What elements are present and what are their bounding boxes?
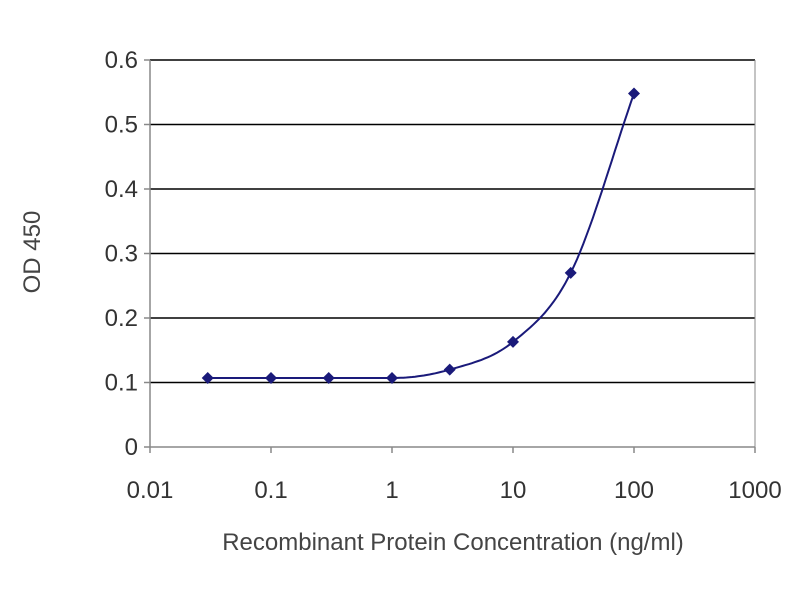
data-point-1 [265,371,277,384]
axes [144,59,756,453]
y-tick-label-1: 0.1 [105,370,138,397]
y-tick-label-5: 0.5 [105,112,138,139]
data-point-5 [507,335,519,348]
y-axis-title: OD 450 [19,211,46,294]
x-tick-label-2: 1 [385,477,398,504]
y-tick-label-0: 0 [125,434,138,461]
data-point-7 [628,87,640,100]
fit-curve [207,93,635,379]
grid-lines [150,59,755,384]
x-tick-label-0: 0.01 [127,477,174,504]
y-tick-labels: 0 0.1 0.2 0.3 0.4 0.5 0.6 [105,47,138,461]
data-point-4 [443,363,456,376]
x-axis-title: Recombinant Protein Concentration (ng/ml… [222,529,684,556]
x-tick-label-4: 100 [614,477,654,504]
data-point-6 [564,266,577,279]
data-points [201,87,640,384]
y-tick-label-6: 0.6 [105,47,138,74]
data-point-2 [322,371,335,384]
y-tick-label-3: 0.3 [105,241,138,268]
data-point-3 [386,371,398,384]
x-tick-labels: 0.01 0.1 1 10 100 1000 [127,477,782,504]
y-tick-label-4: 0.4 [105,176,138,203]
y-tick-label-2: 0.2 [105,305,138,332]
x-tick-label-1: 0.1 [254,477,287,504]
data-point-0 [201,371,214,384]
x-tick-label-5: 1000 [728,477,781,504]
x-tick-label-3: 10 [500,477,527,504]
fit-curve-path [207,93,635,379]
